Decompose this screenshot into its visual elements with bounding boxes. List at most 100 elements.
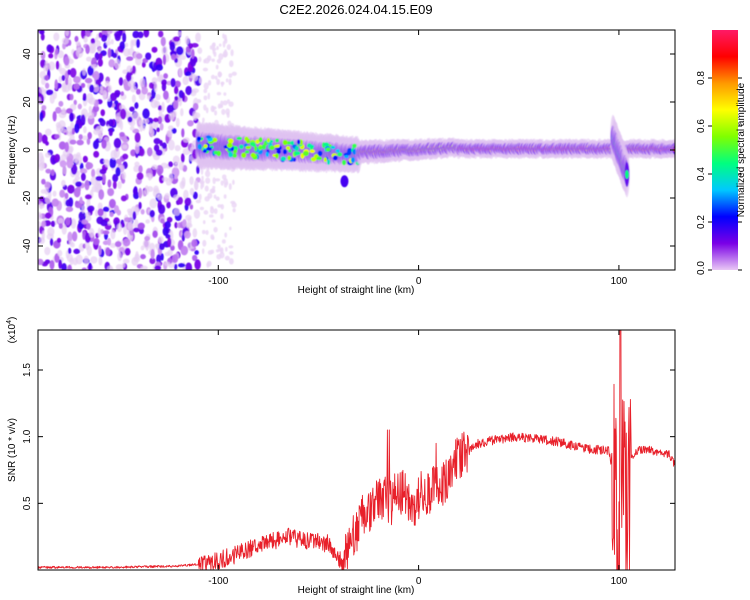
heatmap-cell xyxy=(120,91,125,97)
heatmap-cell xyxy=(229,60,234,68)
heatmap-cell xyxy=(206,146,213,151)
heatmap-cell xyxy=(41,134,48,144)
heatmap-cell xyxy=(44,181,51,189)
heatmap-cell xyxy=(116,223,123,233)
heatmap-cell xyxy=(163,90,169,100)
heatmap-cell xyxy=(124,42,129,48)
heatmap-cell xyxy=(159,74,164,82)
heatmap-cell xyxy=(213,208,218,215)
heatmap-cell xyxy=(133,165,140,173)
heatmap-cell xyxy=(197,47,203,54)
heatmap-cell xyxy=(38,258,44,266)
heatmap-cell xyxy=(161,45,168,56)
heatmap-cell xyxy=(201,229,206,235)
heatmap-cell xyxy=(236,136,243,140)
heatmap-region-noise xyxy=(38,30,237,270)
heatmap-cell xyxy=(181,128,185,138)
heatmap-cell xyxy=(255,139,260,145)
heatmap-cell xyxy=(48,61,56,71)
snr-y-ticks: 0.5 1.0 1.5 xyxy=(22,363,675,510)
heatmap-cell xyxy=(44,212,52,219)
heatmap-cell xyxy=(129,106,135,112)
heatmap-cell xyxy=(62,82,71,93)
heatmap-cell xyxy=(108,119,114,127)
snr-panel: -100 0 100 0.5 1.0 1.5 Height of straight li… xyxy=(6,317,676,596)
heatmap-cell xyxy=(70,164,78,175)
heatmap-cell xyxy=(67,247,72,255)
heatmap-cell xyxy=(75,181,82,187)
y-tick-label: 1.5 xyxy=(22,363,33,377)
heatmap-cell xyxy=(159,243,165,251)
heatmap-cell xyxy=(161,142,167,149)
heatmap-cell xyxy=(141,124,146,131)
heatmap-cell xyxy=(70,218,77,229)
heatmap-cell xyxy=(105,247,111,257)
heatmap-cell xyxy=(220,81,225,85)
heatmap-cell xyxy=(174,145,181,152)
heatmap-cell xyxy=(39,111,44,122)
heatmap-cell xyxy=(49,238,54,246)
heatmap-cell xyxy=(133,227,140,233)
heatmap-cell xyxy=(138,187,143,199)
heatmap-cell xyxy=(220,213,224,220)
heatmap-cell xyxy=(58,259,63,270)
heatmap-cell xyxy=(119,108,127,120)
heatmap-cell xyxy=(73,76,81,84)
heatmap-cell xyxy=(138,201,142,210)
heatmap-cell xyxy=(225,246,228,252)
heatmap-cell xyxy=(97,208,104,217)
heatmap-cell xyxy=(95,175,103,182)
heatmap-cell xyxy=(152,230,158,238)
heatmap-cell xyxy=(135,88,141,95)
heatmap-cell xyxy=(61,107,66,114)
heatmap-cell xyxy=(156,127,160,133)
heatmap-cell xyxy=(323,157,327,163)
heatmap-cell xyxy=(145,173,153,178)
heatmap-cell xyxy=(45,168,52,174)
heatmap-cell xyxy=(122,238,131,247)
heatmap-cell xyxy=(109,92,117,102)
spectrogram-y-ticks: -40 -20 0 20 40 xyxy=(22,48,675,253)
heatmap-cell xyxy=(180,153,185,163)
heatmap-cell xyxy=(167,237,172,248)
heatmap-cell xyxy=(223,194,227,199)
heatmap-cell xyxy=(232,153,237,158)
heatmap-cell xyxy=(99,85,104,94)
heatmap-cell xyxy=(166,104,175,114)
heatmap-cell xyxy=(63,56,70,66)
heatmap-cell xyxy=(123,225,128,235)
heatmap-cell xyxy=(204,196,210,202)
colorbar-tick-label: 0.0 xyxy=(696,261,707,275)
heatmap-cell xyxy=(157,105,163,111)
heatmap-cell xyxy=(302,151,309,157)
heatmap-cell xyxy=(210,234,215,240)
heatmap-cell xyxy=(62,165,67,175)
heatmap-cell xyxy=(202,149,207,153)
heatmap-cell xyxy=(86,215,92,222)
heatmap-cell xyxy=(88,105,93,113)
heatmap-cell xyxy=(120,195,127,202)
heatmap-cell xyxy=(96,216,104,225)
heatmap-cell xyxy=(625,170,629,179)
heatmap-cell xyxy=(54,79,58,90)
heatmap-cell xyxy=(145,52,152,60)
heatmap-cell xyxy=(65,199,71,207)
heatmap-cell xyxy=(54,134,60,139)
heatmap-cell xyxy=(201,248,205,255)
heatmap-cell xyxy=(275,153,279,159)
heatmap-cell xyxy=(78,134,83,140)
heatmap-cell xyxy=(78,211,86,222)
heatmap-cell xyxy=(206,260,212,267)
heatmap-cell xyxy=(67,69,71,76)
heatmap-cell xyxy=(245,145,252,150)
heatmap-cell xyxy=(198,76,203,84)
heatmap-cell xyxy=(205,135,212,139)
heatmap-cell xyxy=(157,116,163,125)
heatmap-cell xyxy=(73,99,77,106)
heatmap-cell xyxy=(258,137,263,143)
heatmap-cell xyxy=(131,65,136,74)
spectrogram-y-axis-label: Frequency (Hz) xyxy=(7,116,18,185)
heatmap-cell xyxy=(69,112,74,122)
heatmap-cell xyxy=(344,155,349,159)
heatmap-cell xyxy=(137,31,144,39)
